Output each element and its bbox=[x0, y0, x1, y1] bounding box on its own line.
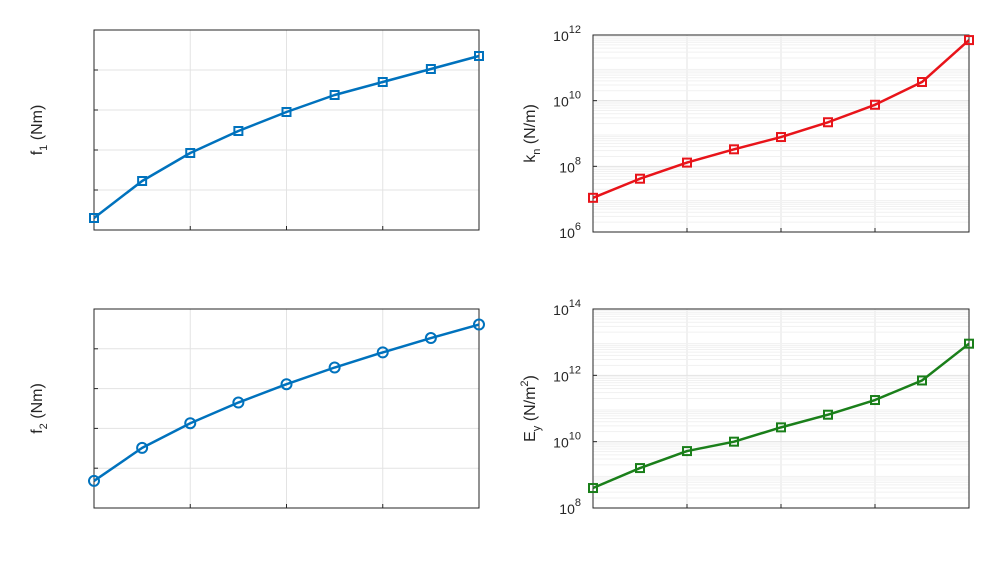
data-point bbox=[635, 463, 645, 474]
data-point bbox=[88, 474, 100, 487]
axes-box bbox=[592, 34, 970, 233]
series-line bbox=[592, 39, 970, 199]
y-tick-label: 1010 bbox=[553, 431, 581, 451]
data-point bbox=[425, 64, 436, 74]
data-point bbox=[136, 441, 149, 454]
axes-box bbox=[93, 308, 480, 509]
chart-2: 106 108 1010 1012 kn (N/m) bbox=[522, 24, 974, 241]
data-point bbox=[281, 107, 292, 117]
data-point bbox=[328, 361, 341, 374]
data-point bbox=[280, 378, 293, 391]
data-point bbox=[474, 51, 484, 61]
y-tick-label: 108 bbox=[559, 497, 581, 517]
y-tick-label: 1012 bbox=[553, 24, 581, 44]
y-axis-label: Ey (N/m2) bbox=[519, 375, 543, 442]
data-point bbox=[473, 318, 485, 331]
data-point bbox=[232, 396, 245, 409]
data-point bbox=[823, 117, 833, 128]
chart-1: f1 (Nm) bbox=[29, 29, 484, 231]
data-point bbox=[233, 126, 244, 136]
y-axis-label: f1 (Nm) bbox=[29, 105, 50, 156]
data-point bbox=[823, 409, 833, 420]
series-line bbox=[93, 323, 480, 482]
data-point bbox=[776, 132, 786, 143]
data-point bbox=[682, 157, 692, 168]
data-point bbox=[184, 417, 197, 430]
data-point bbox=[682, 446, 692, 457]
data-point bbox=[329, 90, 340, 100]
data-point bbox=[185, 148, 196, 158]
data-point bbox=[377, 77, 388, 87]
data-point bbox=[376, 346, 389, 359]
data-point bbox=[917, 375, 927, 386]
y-axis-label: kn (N/m) bbox=[522, 104, 543, 163]
chart-3: f2 (Nm) bbox=[29, 308, 485, 509]
data-point bbox=[729, 436, 739, 447]
axes-box bbox=[93, 29, 480, 231]
data-point bbox=[424, 332, 437, 345]
data-point bbox=[729, 144, 739, 155]
y-tick-label: 1012 bbox=[553, 364, 581, 384]
data-point bbox=[964, 35, 974, 46]
data-point bbox=[89, 213, 99, 223]
data-point bbox=[917, 77, 927, 88]
series-line bbox=[592, 342, 970, 490]
y-tick-label: 106 bbox=[559, 221, 581, 241]
data-point bbox=[137, 176, 148, 186]
y-tick-label: 1010 bbox=[553, 90, 581, 110]
axes-box bbox=[592, 308, 970, 509]
y-tick-label: 1014 bbox=[553, 298, 581, 318]
data-point bbox=[776, 422, 786, 433]
series-line bbox=[93, 54, 480, 219]
data-point bbox=[588, 192, 598, 203]
data-point bbox=[588, 483, 598, 494]
y-axis-label: f2 (Nm) bbox=[29, 383, 50, 434]
chart-4: 108 1010 1012 1014 Ey (N/m2) bbox=[519, 298, 974, 517]
data-point bbox=[964, 338, 974, 349]
data-point bbox=[870, 395, 880, 406]
data-point bbox=[635, 173, 645, 184]
data-point bbox=[870, 99, 880, 110]
y-tick-label: 108 bbox=[559, 155, 581, 175]
